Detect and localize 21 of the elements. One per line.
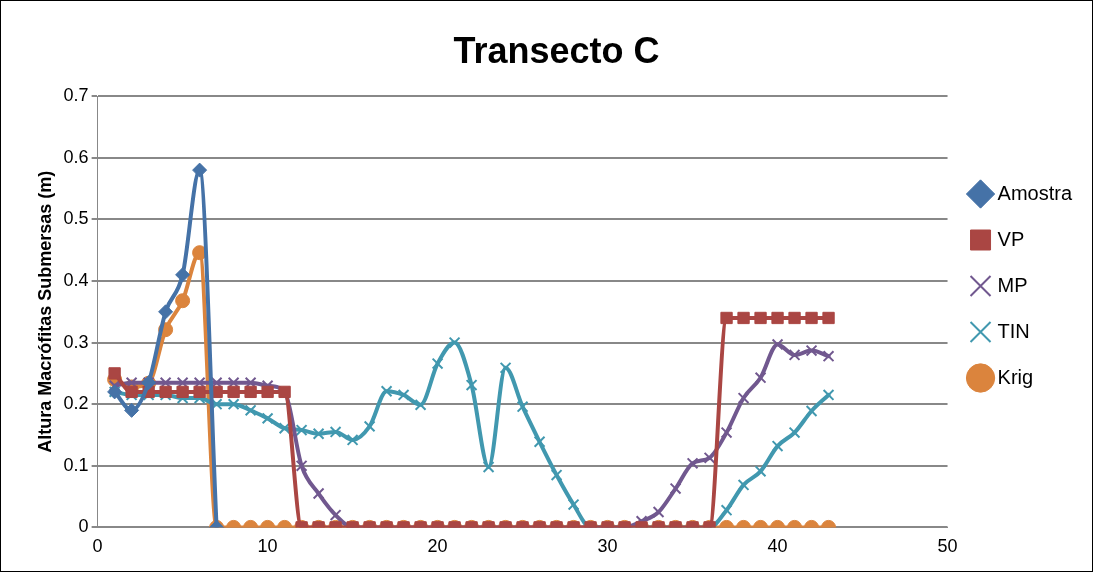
x-tick-label: 20 [427, 536, 448, 557]
x-tick-label: 0 [92, 536, 103, 557]
y-tick-label: 0.7 [63, 85, 89, 106]
x-tick-label: 10 [257, 536, 278, 557]
x-tick-label: 40 [767, 536, 788, 557]
y-tick-label: 0.4 [63, 269, 89, 290]
legend-label: MP [997, 273, 1028, 296]
y-tick-label: 0.5 [63, 208, 89, 229]
y-tick-label: 0 [78, 516, 89, 537]
y-tick-label: 0.3 [63, 331, 89, 352]
legend-label: Amostra [997, 181, 1073, 204]
y-tick-label: 0.2 [63, 393, 89, 414]
x-tick-label: 30 [597, 536, 618, 557]
y-tick-label: 0.6 [63, 146, 89, 167]
chart-title: Transecto C [453, 29, 660, 71]
y-axis-title: Altura Macrófitas Submersas (m) [34, 170, 55, 453]
legend-label: Krig [997, 365, 1034, 388]
x-tick-label: 50 [937, 536, 958, 557]
y-tick-label: 0.1 [63, 454, 89, 475]
legend-label: VP [997, 227, 1025, 250]
legend-label: TIN [997, 319, 1030, 342]
